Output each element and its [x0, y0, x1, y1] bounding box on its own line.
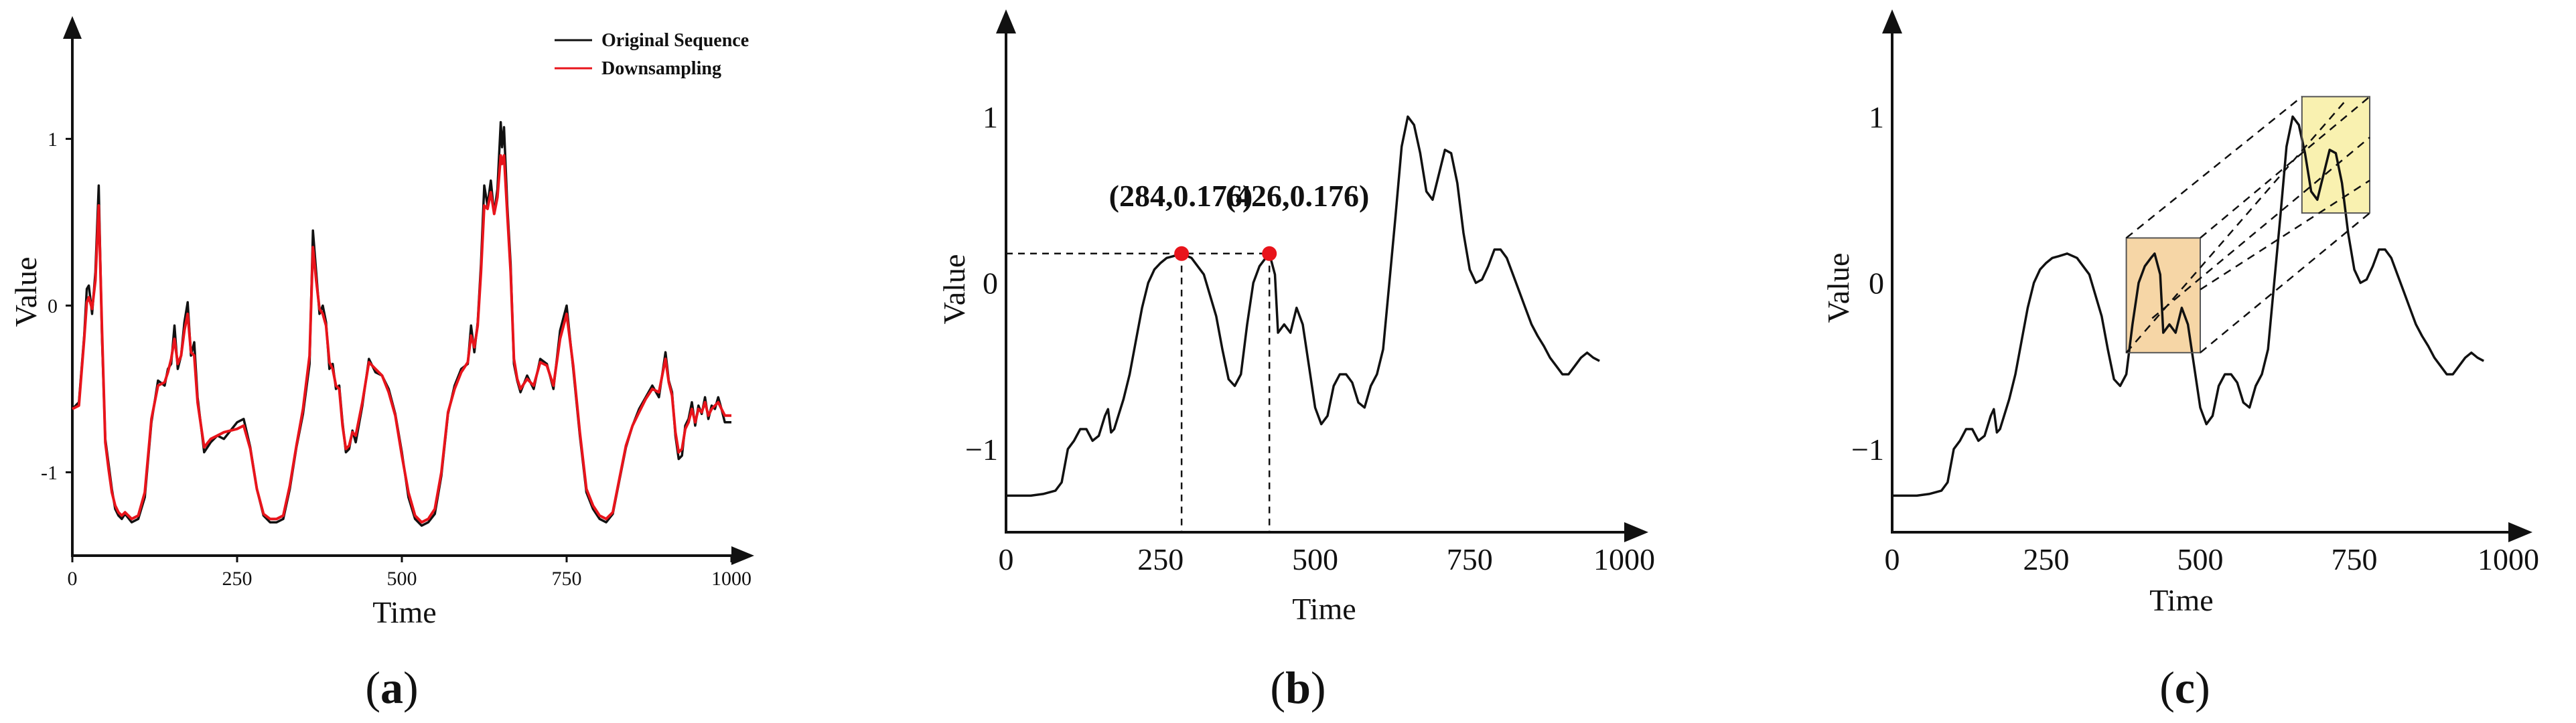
highlighted-point-2: [1262, 246, 1277, 261]
panel-a-x-axis-arrow: [731, 546, 754, 565]
panel-b-y-axis-arrow: [996, 9, 1016, 33]
panel-b-x-tick-label-250: 250: [1137, 542, 1184, 576]
panel-c-x-tick-label-250: 250: [2023, 542, 2070, 576]
annotation-point-1: (284,0.176): [1109, 179, 1253, 213]
window-connector-2: [2200, 96, 2370, 239]
panel-caption-c: (c): [2159, 662, 2210, 713]
panel-b-x-tick-label-0: 0: [999, 542, 1014, 576]
series-sequence-c: [1892, 115, 2485, 497]
panel-a-chart: 0 250 500 750 1000 1 0 -1 Original Sequence Dow…: [9, 16, 754, 629]
panel-a-x-tick-label-1000: 1000: [711, 568, 752, 590]
panel-c-x-tick-label-750: 750: [2332, 542, 2378, 576]
window-connector-5: [2151, 137, 2370, 319]
panel-b-plot-area: 0 250 500 750 1000 1 0 −1: [965, 9, 1655, 576]
panel-b-x-tick-label-750: 750: [1447, 542, 1493, 576]
panel-c-y-tick-label-2: −1: [1851, 432, 1884, 467]
panel-a-x-tick-label-250: 250: [222, 568, 253, 590]
series-sequence-b: [1006, 115, 1600, 497]
panel-caption-b: (b): [1270, 662, 1326, 713]
annotation-point-2: (426,0.176): [1226, 179, 1370, 213]
panel-c-y-axis-label: Value: [1821, 253, 1855, 323]
panel-a-y-tick-label-0: 1: [48, 129, 58, 151]
panel-a-plot-area: 0 250 500 750 1000 1 0 -1: [41, 16, 754, 590]
panel-a-legend: Original Sequence Downsampling: [555, 30, 749, 79]
window-connector-4: [2125, 102, 2345, 353]
panel-caption-a: (a): [365, 662, 418, 713]
panel-b-x-axis-arrow: [1624, 522, 1648, 542]
legend-original-label: Original Sequence: [601, 30, 749, 51]
panel-c-x-tick-label-0: 0: [1885, 542, 1900, 576]
panel-c-y-tick-label-1: 0: [1869, 266, 1884, 301]
window-connector-1: [2125, 96, 2303, 239]
panel-b-y-axis-label: Value: [937, 254, 971, 325]
panel-a-y-tick-label-1: 0: [48, 295, 58, 317]
panel-c-x-axis-arrow: [2508, 522, 2532, 542]
window-2-border: [2301, 96, 2371, 214]
panel-a-x-tick-label-750: 750: [552, 568, 582, 590]
series-original-sequence: [71, 120, 731, 527]
panel-c-y-axis-arrow: [1882, 9, 1902, 33]
panel-a-x-tick-label-0: 0: [68, 568, 78, 590]
panel-a-y-tick-label-2: -1: [41, 462, 58, 484]
panel-b-chart: 0 250 500 750 1000 1 0 −1 Time Value (284,0.176…: [937, 9, 1655, 626]
panel-b-x-axis-label: Time: [1292, 592, 1356, 626]
window-connector-3: [2200, 212, 2370, 353]
series-downsampling: [72, 154, 731, 524]
legend-downsampling-label: Downsampling: [601, 58, 721, 79]
panel-a-x-axis-label: Time: [372, 595, 436, 629]
panel-c-y-tick-label-0: 1: [1869, 100, 1884, 134]
panel-c-x-tick-label-500: 500: [2177, 542, 2224, 576]
window-connector-6: [2200, 179, 2370, 291]
panel-b-y-tick-label-2: −1: [965, 432, 998, 467]
panel-a-y-axis-label: Value: [9, 257, 43, 327]
panel-c-x-tick-label-1000: 1000: [2478, 542, 2539, 576]
panel-b-y-tick-label-1: 0: [983, 266, 998, 301]
panel-c-x-axis-label: Time: [2149, 583, 2213, 617]
panel-b-x-tick-label-500: 500: [1292, 542, 1338, 576]
highlighted-point-1: [1174, 246, 1190, 261]
panel-b-x-tick-label-1000: 1000: [1593, 542, 1655, 576]
panel-b-y-tick-label-0: 1: [983, 100, 998, 134]
panel-c-chart: 0 250 500 750 1000 1 0 −1 Time Value: [1821, 9, 2539, 617]
panel-a-y-axis-arrow: [63, 16, 82, 39]
window-1-border: [2125, 237, 2202, 353]
panel-a-x-tick-label-500: 500: [387, 568, 417, 590]
panel-c-plot-area: 0 250 500 750 1000 1 0 −1: [1851, 9, 2539, 576]
